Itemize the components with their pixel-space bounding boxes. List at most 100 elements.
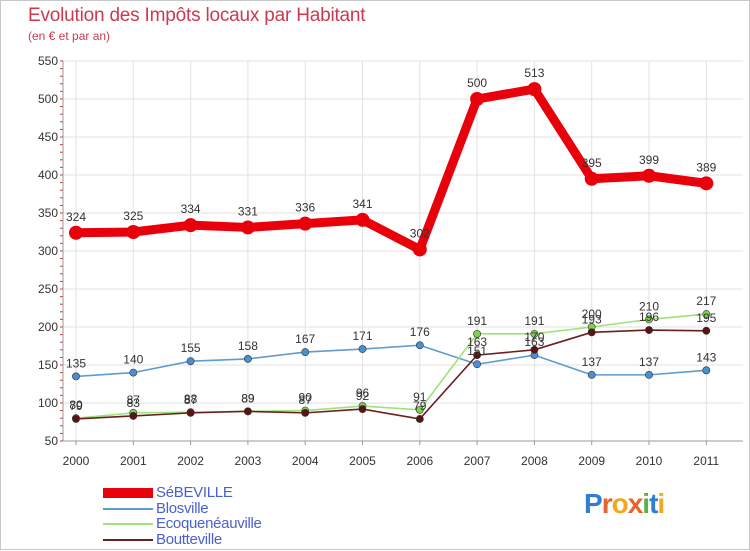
data-label: 80: [69, 398, 83, 412]
data-point: [301, 408, 310, 417]
legend-item: SéBEVILLE: [103, 485, 233, 501]
data-point: [415, 405, 424, 414]
data-label: 137: [639, 355, 659, 369]
data-label: 143: [696, 350, 716, 364]
data-point: [69, 225, 83, 240]
data-point: [642, 168, 656, 183]
data-point: [587, 370, 596, 379]
x-tick-label: 2005: [349, 454, 376, 468]
data-point: [530, 345, 539, 354]
data-point: [126, 225, 141, 239]
x-tick-label: 2002: [177, 454, 204, 468]
data-point: [412, 242, 427, 257]
logo-letter: t: [649, 488, 658, 519]
data-label: 336: [295, 201, 315, 215]
data-label: 135: [66, 356, 86, 370]
data-point: [645, 326, 653, 334]
data-point: [358, 345, 367, 353]
data-label: 167: [295, 332, 315, 346]
legend-item: Blosville: [103, 501, 209, 517]
data-label: 91: [413, 390, 427, 404]
x-tick-label: 2000: [63, 454, 90, 468]
data-label: 79: [69, 399, 83, 413]
data-point: [473, 351, 481, 360]
chart-subtitle: (en € et par an): [28, 29, 111, 43]
data-point: [527, 82, 542, 97]
data-label: 210: [639, 299, 659, 313]
y-tick-label: 450: [38, 130, 58, 144]
data-label: 171: [352, 329, 372, 343]
logo-letter: P: [584, 488, 603, 519]
data-label: 399: [639, 153, 659, 167]
y-tick-label: 250: [38, 282, 58, 296]
y-tick-label: 350: [38, 206, 58, 220]
data-point: [186, 357, 195, 366]
x-tick-label: 2011: [693, 454, 719, 468]
legend-label: Ecoquenéauville: [156, 515, 262, 532]
y-tick-label: 400: [38, 168, 58, 182]
legend-swatch: [103, 488, 153, 498]
data-point: [415, 341, 424, 350]
data-label: 96: [356, 386, 370, 400]
proxiti-logo: Proxiti: [584, 488, 665, 520]
legend-item: Ecoquenéauville: [103, 516, 262, 532]
data-point: [301, 348, 310, 356]
data-label: 217: [696, 294, 716, 308]
data-point: [699, 176, 714, 191]
data-point: [129, 412, 138, 420]
data-point: [129, 368, 138, 377]
data-label: 513: [524, 66, 544, 80]
data-point: [72, 372, 80, 381]
data-label: 88: [184, 392, 198, 406]
y-tick-label: 50: [45, 434, 59, 448]
y-tick-label: 550: [38, 54, 58, 68]
y-tick-label: 100: [38, 396, 58, 410]
data-label: 92: [356, 389, 370, 403]
data-label: 193: [582, 312, 602, 326]
data-label: 163: [524, 335, 544, 349]
data-point: [473, 329, 481, 338]
data-point: [473, 360, 481, 369]
legend-label: SéBEVILLE: [156, 484, 233, 501]
data-label: 163: [467, 335, 487, 349]
logo-letter: x: [627, 488, 644, 519]
data-label: 89: [241, 391, 255, 405]
data-label: 158: [238, 339, 258, 353]
data-label: 89: [241, 391, 255, 405]
data-label: 334: [181, 202, 201, 216]
x-tick-label: 2010: [636, 454, 663, 468]
data-point: [584, 171, 599, 186]
data-label: 83: [127, 396, 141, 410]
legend-swatch: [103, 523, 153, 525]
logo-letter: i: [642, 488, 650, 519]
data-point: [415, 415, 424, 423]
data-point: [470, 92, 485, 106]
logo-letter: o: [611, 488, 629, 519]
data-label: 500: [467, 76, 487, 90]
data-label: 90: [299, 391, 313, 405]
x-tick-label: 2001: [120, 454, 147, 468]
x-tick-label: 2003: [235, 454, 262, 468]
data-label: 341: [352, 197, 372, 211]
chart-title: Evolution des Impôts locaux par Habitant: [28, 5, 366, 26]
data-label: 196: [639, 310, 659, 324]
legend-label: Boutteville: [156, 531, 222, 548]
data-label: 151: [467, 344, 487, 358]
x-tick-label: 2004: [292, 454, 319, 468]
data-label: 79: [413, 399, 427, 413]
series-line: [75, 329, 708, 420]
data-point: [702, 326, 711, 335]
logo-letter: i: [657, 488, 665, 519]
data-label: 176: [410, 325, 430, 339]
logo-letter: r: [601, 488, 613, 519]
data-label: 389: [696, 160, 716, 174]
data-point: [240, 220, 255, 235]
data-label: 87: [299, 393, 313, 407]
x-tick-label: 2007: [464, 454, 491, 468]
data-label: 331: [238, 204, 258, 218]
data-label: 395: [582, 156, 602, 170]
data-label: 140: [123, 353, 143, 367]
data-label: 302: [410, 226, 430, 240]
